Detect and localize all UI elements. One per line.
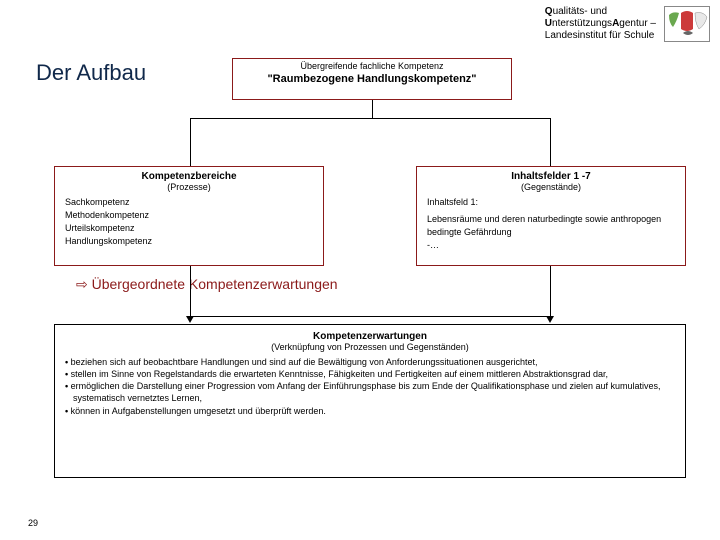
inhaltsfelder-box: Inhaltsfelder 1 -7 (Gegenstände) Inhalts… (416, 166, 686, 266)
agency-text: Qualitäts- und UnterstützungsAgentur – L… (545, 6, 656, 42)
header-right: Qualitäts- und UnterstützungsAgentur – L… (545, 6, 710, 42)
box-subheading: (Verknüpfung von Prozessen und Gegenstän… (65, 342, 675, 352)
center-arrow-label: ⇨ Übergeordnete Kompetenzerwartungen (76, 276, 338, 293)
list-item: Lebensräume und deren naturbedingte sowi… (427, 213, 675, 239)
arrowhead-icon (186, 316, 194, 323)
connector (550, 266, 551, 316)
box-list: Inhaltsfeld 1: Lebensräume und deren nat… (427, 196, 675, 252)
box-subheading: (Gegenstände) (427, 182, 675, 192)
list-item: Handlungskompetenz (65, 235, 313, 248)
connector (372, 100, 373, 118)
kompetenzbereiche-box: Kompetenzbereiche (Prozesse) Sachkompete… (54, 166, 324, 266)
list-item: Methodenkompetenz (65, 209, 313, 222)
box-list: • beziehen sich auf beobachtbare Handlun… (65, 356, 675, 417)
box-heading: Inhaltsfelder 1 -7 (427, 171, 675, 182)
page-title: Der Aufbau (36, 60, 146, 86)
arrowhead-icon (546, 316, 554, 323)
connector (190, 118, 191, 166)
list-item: • beziehen sich auf beobachtbare Handlun… (65, 356, 675, 368)
box-list: Sachkompetenz Methodenkompetenz Urteilsk… (65, 196, 313, 248)
connector (190, 118, 550, 119)
list-item: Sachkompetenz (65, 196, 313, 209)
top-box-super: Übergreifende fachliche Kompetenz (233, 61, 511, 71)
kompetenzerwartungen-box: Kompetenzerwartungen (Verknüpfung von Pr… (54, 324, 686, 478)
list-item: • können in Aufgabenstellungen umgesetzt… (65, 405, 675, 417)
list-lead: Inhaltsfeld 1: (427, 196, 675, 209)
nrw-logo-icon (664, 6, 710, 42)
connector (190, 316, 550, 317)
top-competency-box: Übergreifende fachliche Kompetenz "Raumb… (232, 58, 512, 100)
box-heading: Kompetenzerwartungen (65, 331, 675, 342)
connector (190, 266, 191, 316)
list-item: Urteilskompetenz (65, 222, 313, 235)
connector (550, 118, 551, 166)
list-item: • stellen im Sinne von Regelstandards di… (65, 368, 675, 380)
list-item: -… (427, 239, 675, 252)
box-subheading: (Prozesse) (65, 182, 313, 192)
box-heading: Kompetenzbereiche (65, 171, 313, 182)
top-box-main: "Raumbezogene Handlungskompetenz" (233, 73, 511, 85)
page-number: 29 (28, 518, 38, 528)
list-item: • ermöglichen die Darstellung einer Prog… (65, 380, 675, 404)
